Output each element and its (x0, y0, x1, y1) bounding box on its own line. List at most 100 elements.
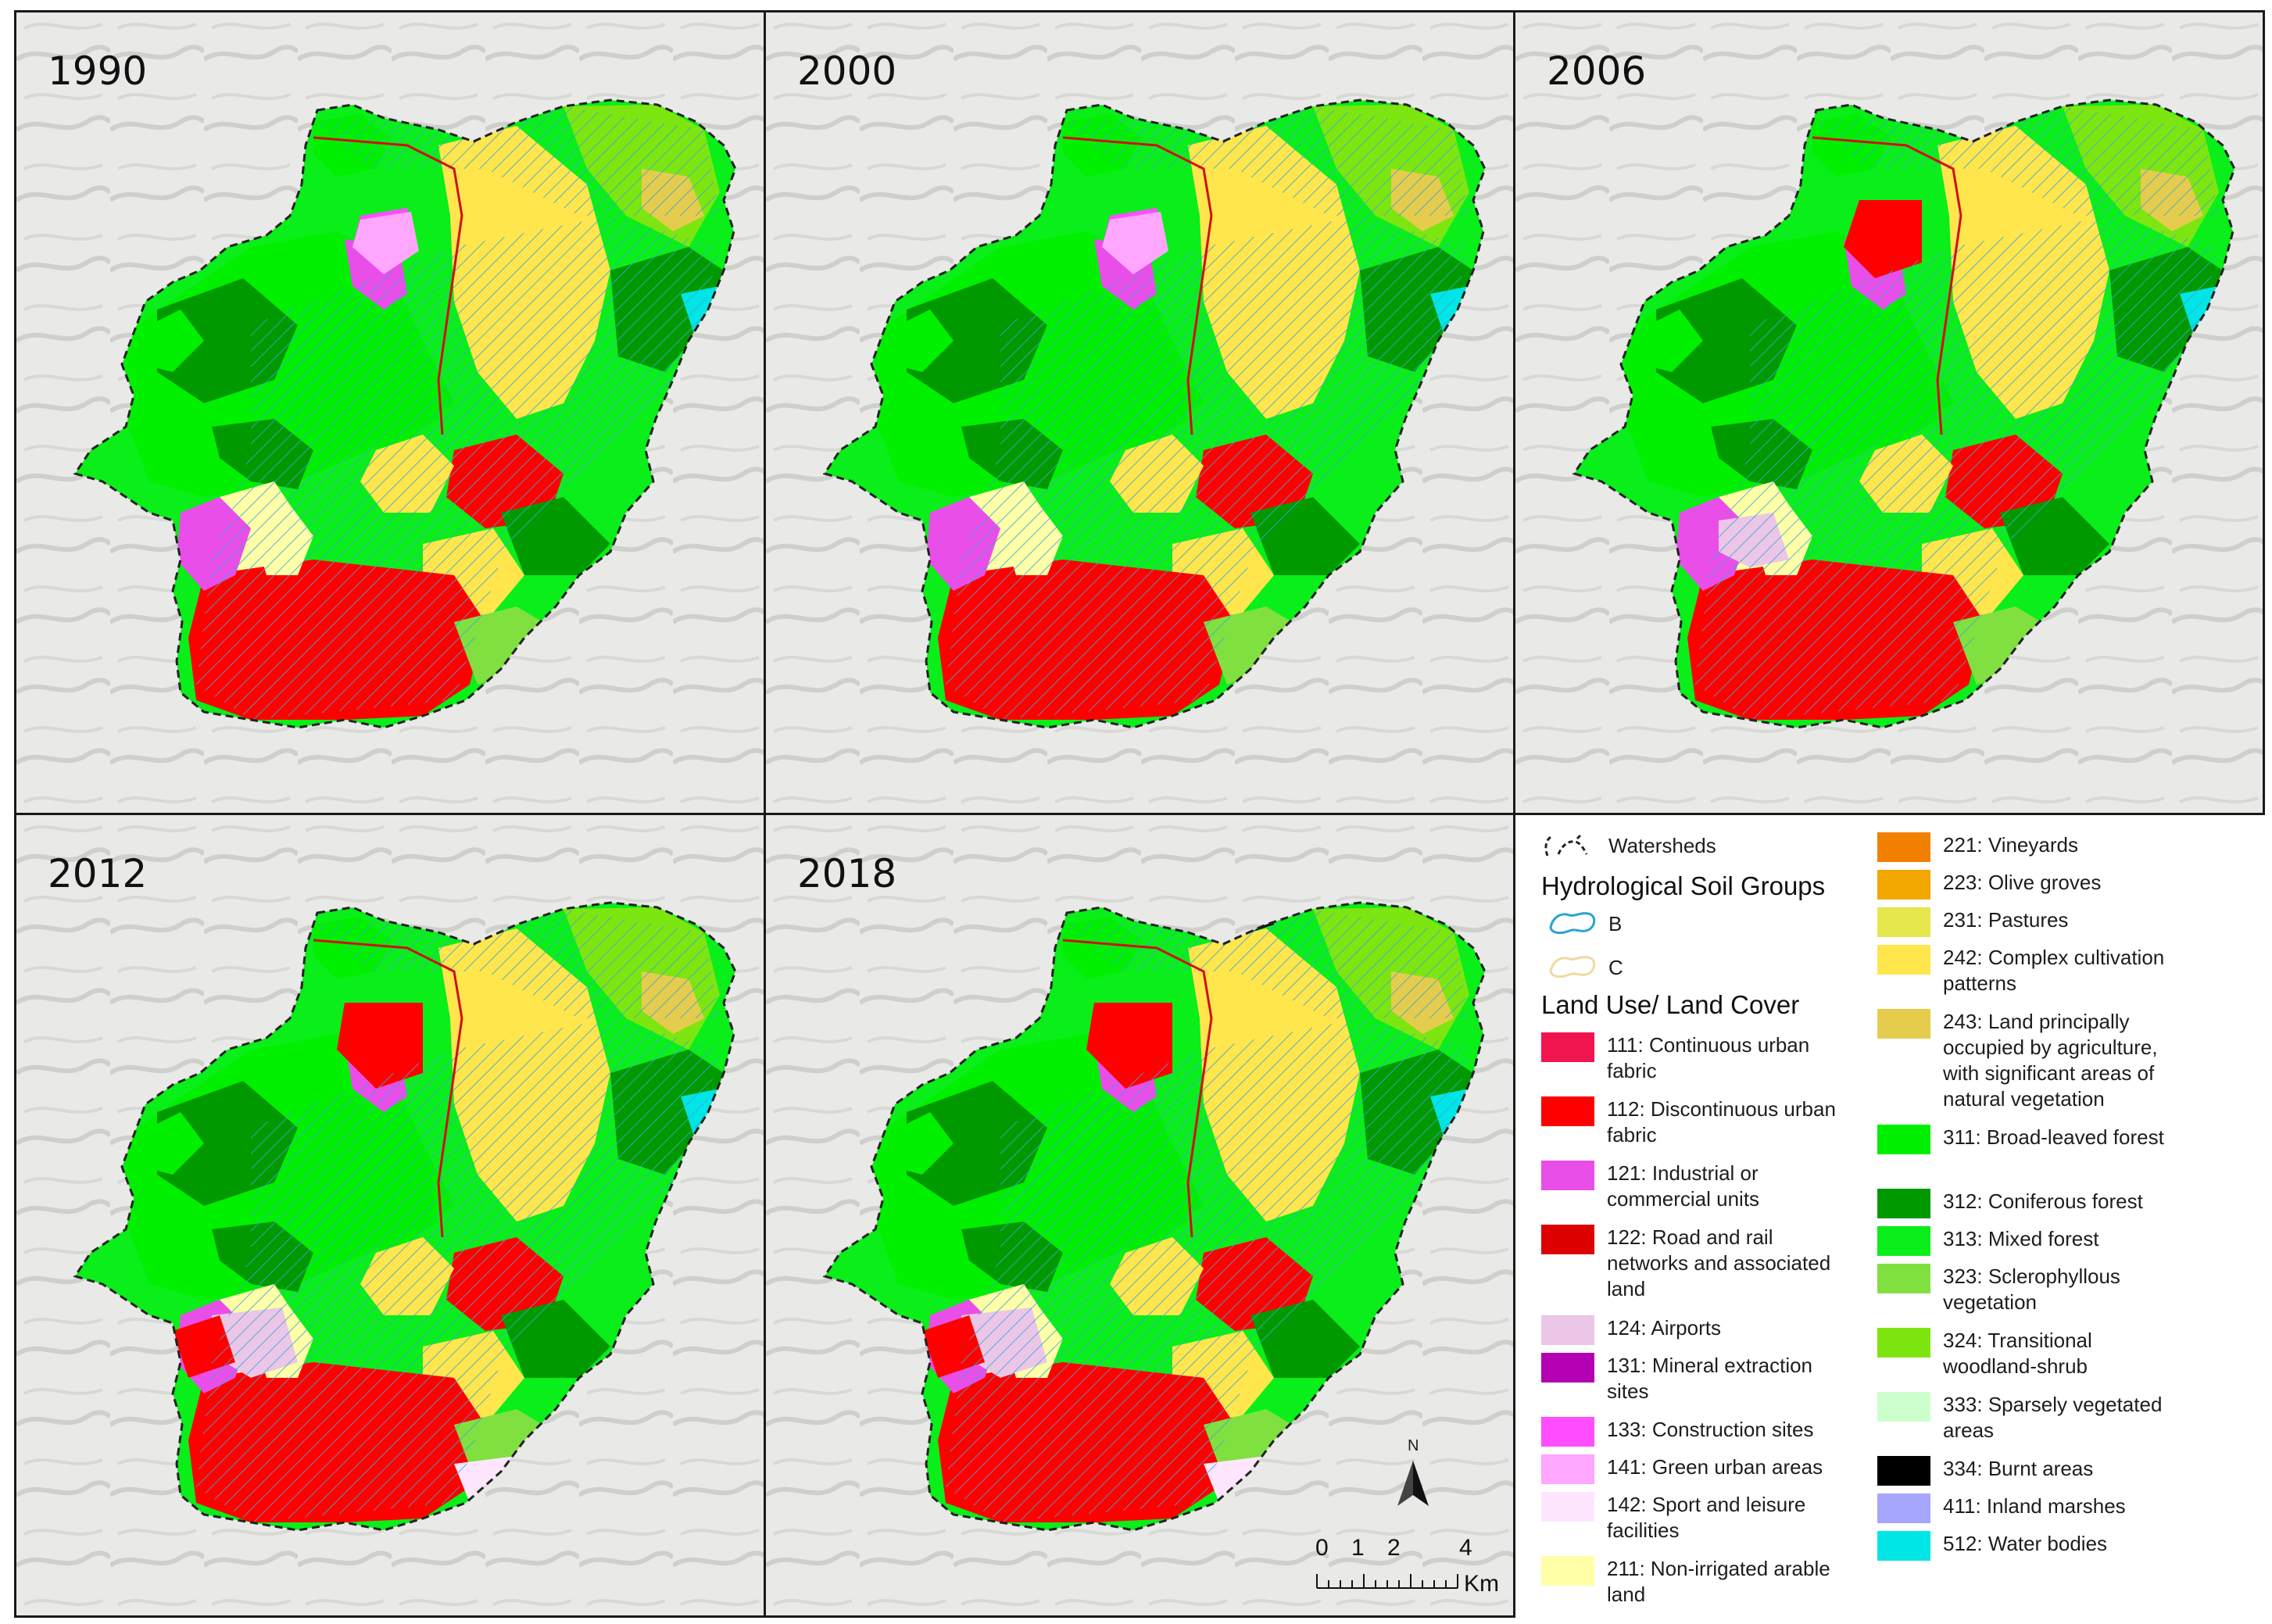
legend-swatch (1541, 1032, 1594, 1062)
legend-item-142: 142: Sport and leisure facilities (1541, 1492, 1841, 1544)
stream-line (1812, 136, 1963, 435)
legend-label: 121: Industrial or commercial units (1607, 1161, 1760, 1211)
stream-line (1062, 136, 1213, 435)
legend-item-133: 133: Construction sites (1541, 1417, 1841, 1447)
legend-item-324: 324: Transitional woodland-shrub (1877, 1328, 2177, 1379)
map-panel-2000: 2000 (764, 10, 1515, 815)
legend-label: 334: Burnt areas (1943, 1457, 2094, 1480)
stream-line (1062, 939, 1213, 1238)
stream-line (313, 136, 463, 435)
legend-label: 323: Sclerophyllous vegetation (1943, 1265, 2120, 1314)
soil-group-b-hatch (1695, 106, 2219, 720)
map-graphic (766, 13, 1513, 813)
legend-item-512: 512: Water bodies (1877, 1531, 2177, 1561)
soil-group-b-hatch (946, 106, 1469, 720)
watershed-boundary (822, 901, 1487, 1532)
legend-item-121: 121: Industrial or commercial units (1541, 1161, 1841, 1212)
watershed-boundary (822, 98, 1487, 729)
legend-swatch (1877, 1392, 1930, 1422)
legend-label: 231: Pastures (1943, 908, 2069, 932)
legend-item-334: 334: Burnt areas (1877, 1456, 2177, 1486)
legend-swatch (1877, 1264, 1930, 1293)
legend-swatch (1541, 1353, 1594, 1383)
legend-swatch (1541, 1417, 1594, 1447)
year-label: 2006 (1547, 48, 1647, 94)
legend-item-111: 111: Continuous urban fabric (1541, 1032, 1841, 1084)
map-graphic (1515, 13, 2263, 813)
landcover-polygon-112 (1844, 200, 1922, 278)
map-panel-2018: 2018 (764, 813, 1515, 1618)
soil-group-b-hatch (946, 909, 1469, 1522)
landcover-polygon-311 (883, 309, 954, 372)
legend-swatch (1877, 1226, 1930, 1256)
legend-swatch (1877, 1125, 1930, 1154)
map-panel-2012: 2012 (14, 813, 766, 1618)
year-label: 2018 (797, 851, 897, 896)
landcover-polygon-112 (337, 1003, 423, 1089)
legend-label: 111: Continuous urban fabric (1607, 1033, 1810, 1082)
legend-item-312: 312: Coniferous forest (1877, 1189, 2177, 1218)
scale-bar: 0 1 2 4 Km (1308, 1535, 1542, 1597)
legend-item-323: 323: Sclerophyllous vegetation (1877, 1264, 2177, 1315)
legend-label: 223: Olive groves (1943, 871, 2102, 894)
hsg-title: Hydrological Soil Groups (1541, 871, 1826, 900)
legend-item-411: 411: Inland marshes (1877, 1493, 2177, 1523)
legend-label: 141: Green urban areas (1607, 1455, 1823, 1479)
legend-item-223: 223: Olive groves (1877, 870, 2177, 900)
legend-swatch (1541, 1161, 1594, 1190)
watershed-symbol-icon (1544, 834, 1588, 857)
map-legend: Watersheds Hydrological Soil Groups B C … (1315, 812, 2272, 1624)
hsg-b-label: B (1608, 912, 1623, 935)
landcover-polygon-141 (1102, 212, 1168, 274)
stream-line (313, 939, 463, 1238)
legend-item-124: 124: Airports (1541, 1315, 1841, 1345)
legend-swatch (1877, 870, 1930, 900)
scale-unit-label: Km (1464, 1571, 1499, 1597)
lulc-title: Land Use/ Land Cover (1541, 990, 1800, 1019)
north-arrow-icon (1397, 1461, 1429, 1506)
legend-item-211: 211: Non-irrigated arable land (1541, 1556, 1841, 1608)
landcover-polygon-141 (352, 212, 419, 274)
year-label: 2012 (48, 851, 148, 896)
legend-swatch (1541, 1556, 1594, 1586)
legend-label: 312: Coniferous forest (1943, 1189, 2143, 1213)
map-graphic (16, 13, 764, 813)
legend-label: 324: Transitional woodland-shrub (1943, 1329, 2092, 1378)
legend-swatch (1541, 1315, 1594, 1345)
legend-item-112: 112: Discontinuous urban fabric (1541, 1096, 1841, 1148)
map-panel-1990: 1990 (14, 10, 766, 815)
legend-label: 333: Sparsely vegetated areas (1943, 1393, 2163, 1442)
landcover-polygon-311 (134, 1112, 204, 1175)
legend-swatch (1877, 945, 1930, 975)
legend-label: 243: Land principally occupied by agricu… (1943, 1010, 2158, 1111)
watershed-boundary (73, 901, 737, 1532)
legend-swatch (1877, 1456, 1930, 1486)
north-label: N (1408, 1437, 1419, 1454)
hsg-c-label: C (1608, 956, 1623, 979)
map-graphic (766, 815, 1513, 1615)
year-label: 1990 (48, 48, 148, 94)
scale-tick-label: 4 (1459, 1535, 1472, 1561)
legend-item-242: 242: Complex cultivation patterns (1877, 945, 2177, 996)
legend-label: 512: Water bodies (1943, 1532, 2108, 1555)
scale-tick-label: 2 (1387, 1535, 1401, 1561)
legend-label: 133: Construction sites (1607, 1418, 1814, 1441)
legend-swatch (1877, 1189, 1930, 1218)
legend-item-231: 231: Pastures (1877, 907, 2177, 937)
legend-swatch (1541, 1096, 1594, 1126)
landcover-polygon-311 (883, 1112, 954, 1175)
year-label: 2000 (797, 48, 897, 94)
legend-item-333: 333: Sparsely vegetated areas (1877, 1392, 2177, 1443)
legend-swatch (1877, 832, 1930, 862)
legend-swatch (1877, 1531, 1930, 1561)
landcover-polygon-323 (454, 606, 556, 685)
landcover-polygon-311 (134, 309, 204, 372)
legend-label: 112: Discontinuous urban fabric (1607, 1097, 1836, 1146)
legend-swatch (1877, 907, 1930, 937)
legend-item-131: 131: Mineral extraction sites (1541, 1353, 1841, 1404)
legend-label: 124: Airports (1607, 1316, 1721, 1340)
watershed-boundary (73, 98, 737, 729)
map-graphic (16, 815, 764, 1615)
legend-item-221: 221: Vineyards (1877, 832, 2177, 862)
legend-item-141: 141: Green urban areas (1541, 1454, 1841, 1484)
